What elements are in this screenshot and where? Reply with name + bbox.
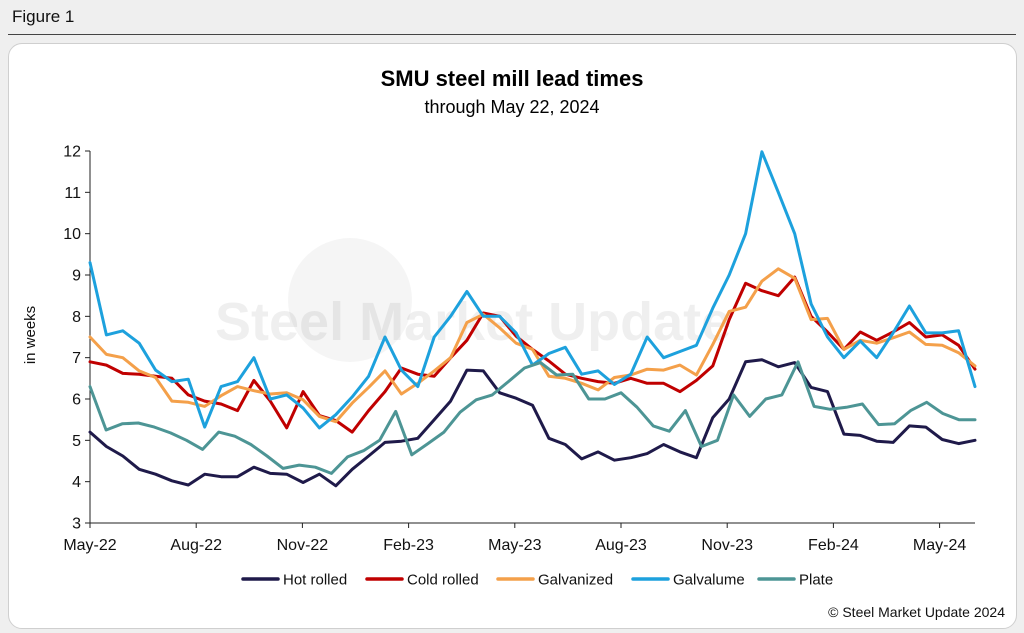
- x-tick-label: Nov-22: [277, 537, 329, 554]
- y-tick-label: 12: [63, 144, 81, 161]
- chart-panel: [8, 43, 1017, 629]
- legend-label: Galvanized: [538, 572, 613, 589]
- chart-title: SMU steel mill lead times: [381, 66, 644, 91]
- y-axis-label: in weeks: [22, 306, 39, 364]
- series-line-plate: [88, 360, 977, 475]
- y-tick-label: 9: [72, 268, 81, 285]
- y-tick-label: 4: [72, 474, 81, 491]
- header-divider: [8, 34, 1016, 35]
- y-tick-label: 7: [72, 350, 81, 367]
- copyright-text: © Steel Market Update 2024: [828, 604, 1005, 620]
- series-line-galvanized: [88, 267, 977, 424]
- chart-subtitle: through May 22, 2024: [424, 97, 599, 117]
- series-line-hot-rolled: [88, 358, 977, 488]
- series-lines: [88, 150, 977, 488]
- x-tick-label: May-22: [63, 537, 116, 554]
- y-tick-label: 10: [63, 226, 81, 243]
- y-tick-label: 11: [64, 185, 81, 202]
- x-tick-label: Feb-24: [808, 537, 859, 554]
- x-tick-label: Nov-23: [701, 537, 753, 554]
- legend-label: Hot rolled: [283, 572, 347, 589]
- series-line-galvalume: [88, 150, 977, 430]
- axes: 3 4 5 6 7 8 9 10 11 12 May-22 Aug-22 Nov-22 Feb-23 May…: [63, 144, 975, 554]
- x-tick-label: May-24: [913, 537, 966, 554]
- legend-label: Cold rolled: [407, 572, 479, 589]
- x-tick-label: May-23: [488, 537, 541, 554]
- y-tick-label: 6: [72, 392, 81, 409]
- x-tick-label: Feb-23: [383, 537, 434, 554]
- x-tick-label: Aug-23: [595, 537, 647, 554]
- figure-label: Figure 1: [12, 7, 75, 26]
- y-tick-label: 8: [72, 309, 81, 326]
- y-tick-label: 5: [72, 433, 81, 450]
- y-tick-label: 3: [72, 516, 81, 533]
- legend-label: Galvalume: [673, 572, 745, 589]
- legend: Hot rolled Cold rolled Galvanized Galvalume…: [241, 572, 833, 589]
- x-tick-label: Aug-22: [170, 537, 222, 554]
- legend-label: Plate: [799, 572, 833, 589]
